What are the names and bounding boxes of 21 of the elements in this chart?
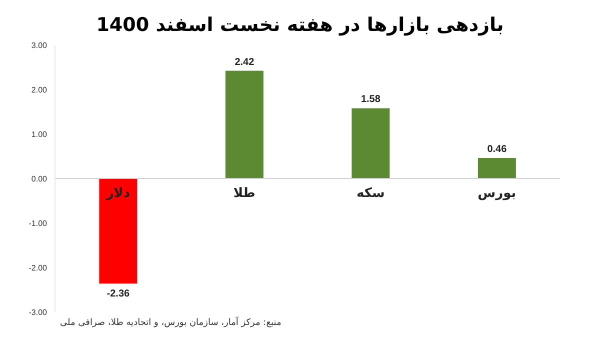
y-tick-label: 3.00 bbox=[31, 40, 48, 50]
x-tick-label: طلا bbox=[233, 186, 256, 201]
y-tick-label: -3.00 bbox=[28, 308, 48, 317]
data-label: 0.46 bbox=[487, 144, 508, 156]
data-label: 1.58 bbox=[360, 94, 381, 106]
bar bbox=[225, 70, 264, 178]
data-label: 2.42 bbox=[234, 56, 255, 68]
y-tick-label: -2.00 bbox=[28, 263, 48, 272]
bar bbox=[352, 108, 390, 178]
y-tick-label: 1.00 bbox=[31, 130, 48, 139]
y-tick-label: -1.00 bbox=[28, 218, 48, 228]
y-tick-label: 0.00 bbox=[31, 174, 48, 184]
data-label: -2.36 bbox=[106, 288, 130, 300]
bar bbox=[99, 178, 138, 284]
x-tick-label: بورس bbox=[478, 186, 516, 201]
text: منبع: مرکز آمار، سازمان بورس، و اتحادیه طلا، صرافی ملی bbox=[60, 318, 282, 328]
chart-title: بازدهی بازارها در هفته نخست اسفند 1400 bbox=[95, 14, 505, 36]
x-tick-label: دلار bbox=[105, 186, 130, 201]
bar bbox=[478, 158, 516, 178]
y-tick-label: 2.00 bbox=[31, 85, 48, 94]
x-tick-label: سکه bbox=[356, 186, 385, 201]
